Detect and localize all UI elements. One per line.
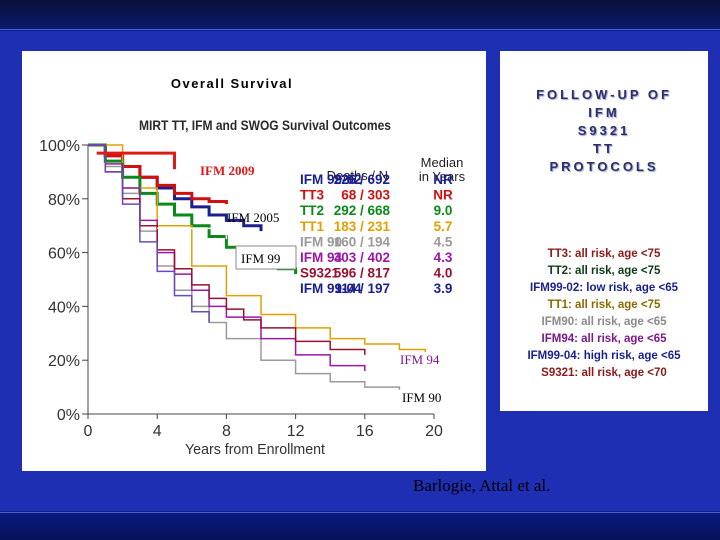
top-band <box>0 0 720 30</box>
series-line <box>88 144 366 355</box>
chart-header: Overall Survival <box>171 76 293 91</box>
legend-median-header: in Years <box>419 169 466 184</box>
protocol-item: IFM99-02: low risk, age <65 <box>530 282 678 294</box>
followup-title-line: FOLLOW-UP OF <box>536 87 672 102</box>
legend-median-value: NR <box>433 188 453 203</box>
annotation-ifm99: IFM 99 <box>241 251 280 266</box>
citation: Barlogie, Attal et al. <box>413 476 551 495</box>
series-line <box>96 151 176 170</box>
followup-title-line: TT <box>593 141 615 156</box>
legend-median-value: NR <box>433 172 453 187</box>
chart-panel: Overall Survival MIRT TT, IFM and SWOG Su… <box>22 51 486 471</box>
y-tick-label: 100% <box>39 138 80 155</box>
survival-chart: Overall Survival MIRT TT, IFM and SWOG Su… <box>39 76 466 458</box>
protocol-list: TT3: all risk, age <75 TT2: all risk, age… <box>500 246 708 382</box>
y-tick-label: 20% <box>48 353 80 370</box>
annotation-ifm99-box <box>235 245 297 270</box>
legend-median-value: 3.9 <box>434 281 453 296</box>
x-tick-label: 16 <box>356 423 374 440</box>
x-tick-label: 8 <box>222 423 231 440</box>
annotation-ifm90: IFM 90 <box>402 390 441 405</box>
legend-median-value: 4.0 <box>434 266 453 281</box>
annotation-ifm94: IFM 94 <box>400 352 440 367</box>
protocol-item: TT2: all risk, age <75 <box>547 265 661 277</box>
legend-series-name: IFM 90 <box>300 234 342 249</box>
legend-deaths-value: 226 / 692 <box>334 172 390 187</box>
legend-series-name: S9321 <box>300 266 340 281</box>
legend-median-value: 4.5 <box>434 234 453 249</box>
series-line <box>88 144 427 353</box>
legend-deaths-value: 596 / 817 <box>334 266 390 281</box>
legend-series-name: IFM 94 <box>300 250 343 265</box>
annotation-ifm2009: IFM 2009 <box>200 163 255 178</box>
protocol-info-box: FOLLOW-UP OF IFM S9321 TT PROTOCOLS TT3: all… <box>500 51 708 411</box>
x-axis-label: Years from Enrollment <box>185 441 326 458</box>
chart-title: MIRT TT, IFM and SWOG Survival Outcomes <box>139 118 391 133</box>
protocol-item: TT1: all risk, age <75 <box>547 299 661 311</box>
legend-series-name: IFM 99-02 <box>300 172 362 187</box>
x-tick-label: 4 <box>153 423 162 440</box>
legend-median-value: 4.3 <box>434 250 453 265</box>
y-tick-label: 80% <box>48 192 80 209</box>
x-tick-label: 12 <box>287 423 305 440</box>
legend-series-name: TT2 <box>300 203 324 218</box>
protocol-item: IFM90: all risk, age <65 <box>541 316 667 328</box>
legend-deaths-value: 114 / 197 <box>334 281 390 296</box>
y-tick-label: 0% <box>57 407 80 424</box>
legend-deaths-value: 183 / 231 <box>334 219 391 234</box>
protocol-item: S9321: all risk, age <70 <box>541 367 667 379</box>
series-line <box>88 143 228 205</box>
protocol-item: TT3: all risk, age <75 <box>547 248 661 260</box>
protocol-item: IFM99-04: high risk, age <65 <box>527 350 681 362</box>
legend-median-value: 9.0 <box>434 203 453 218</box>
legend-deaths-value: 68 / 303 <box>341 188 390 203</box>
legend-series-name: TT3 <box>300 188 324 203</box>
annotation-ifm2005: IFM 2005 <box>227 210 279 225</box>
followup-title: FOLLOW-UP OF IFM S9321 TT PROTOCOLS <box>500 86 708 176</box>
x-tick-label: 20 <box>425 423 443 440</box>
legend-series-name: TT1 <box>300 219 324 234</box>
legend-median-value: 5.7 <box>434 219 453 234</box>
y-tick-label: 40% <box>48 299 80 316</box>
followup-title-line: IFM <box>588 105 620 120</box>
x-tick-label: 0 <box>84 423 93 440</box>
legend-deaths-value: 303 / 402 <box>334 250 390 265</box>
series-line <box>88 144 210 323</box>
legend-deaths-value: 160 / 194 <box>334 234 391 249</box>
legend-median-header: Median <box>421 155 464 170</box>
legend-deaths-value: 292 / 668 <box>334 203 391 218</box>
series-line <box>157 227 228 240</box>
protocol-item: IFM94: all risk, age <65 <box>541 333 667 345</box>
legend-series-name: IFM 99-04 <box>300 281 362 296</box>
followup-title-line: PROTOCOLS <box>549 159 659 174</box>
bottom-band <box>0 512 720 540</box>
followup-title-line: S9321 <box>577 123 631 138</box>
y-tick-label: 60% <box>48 246 80 263</box>
legend-deaths-header: Deaths / N <box>327 168 388 183</box>
